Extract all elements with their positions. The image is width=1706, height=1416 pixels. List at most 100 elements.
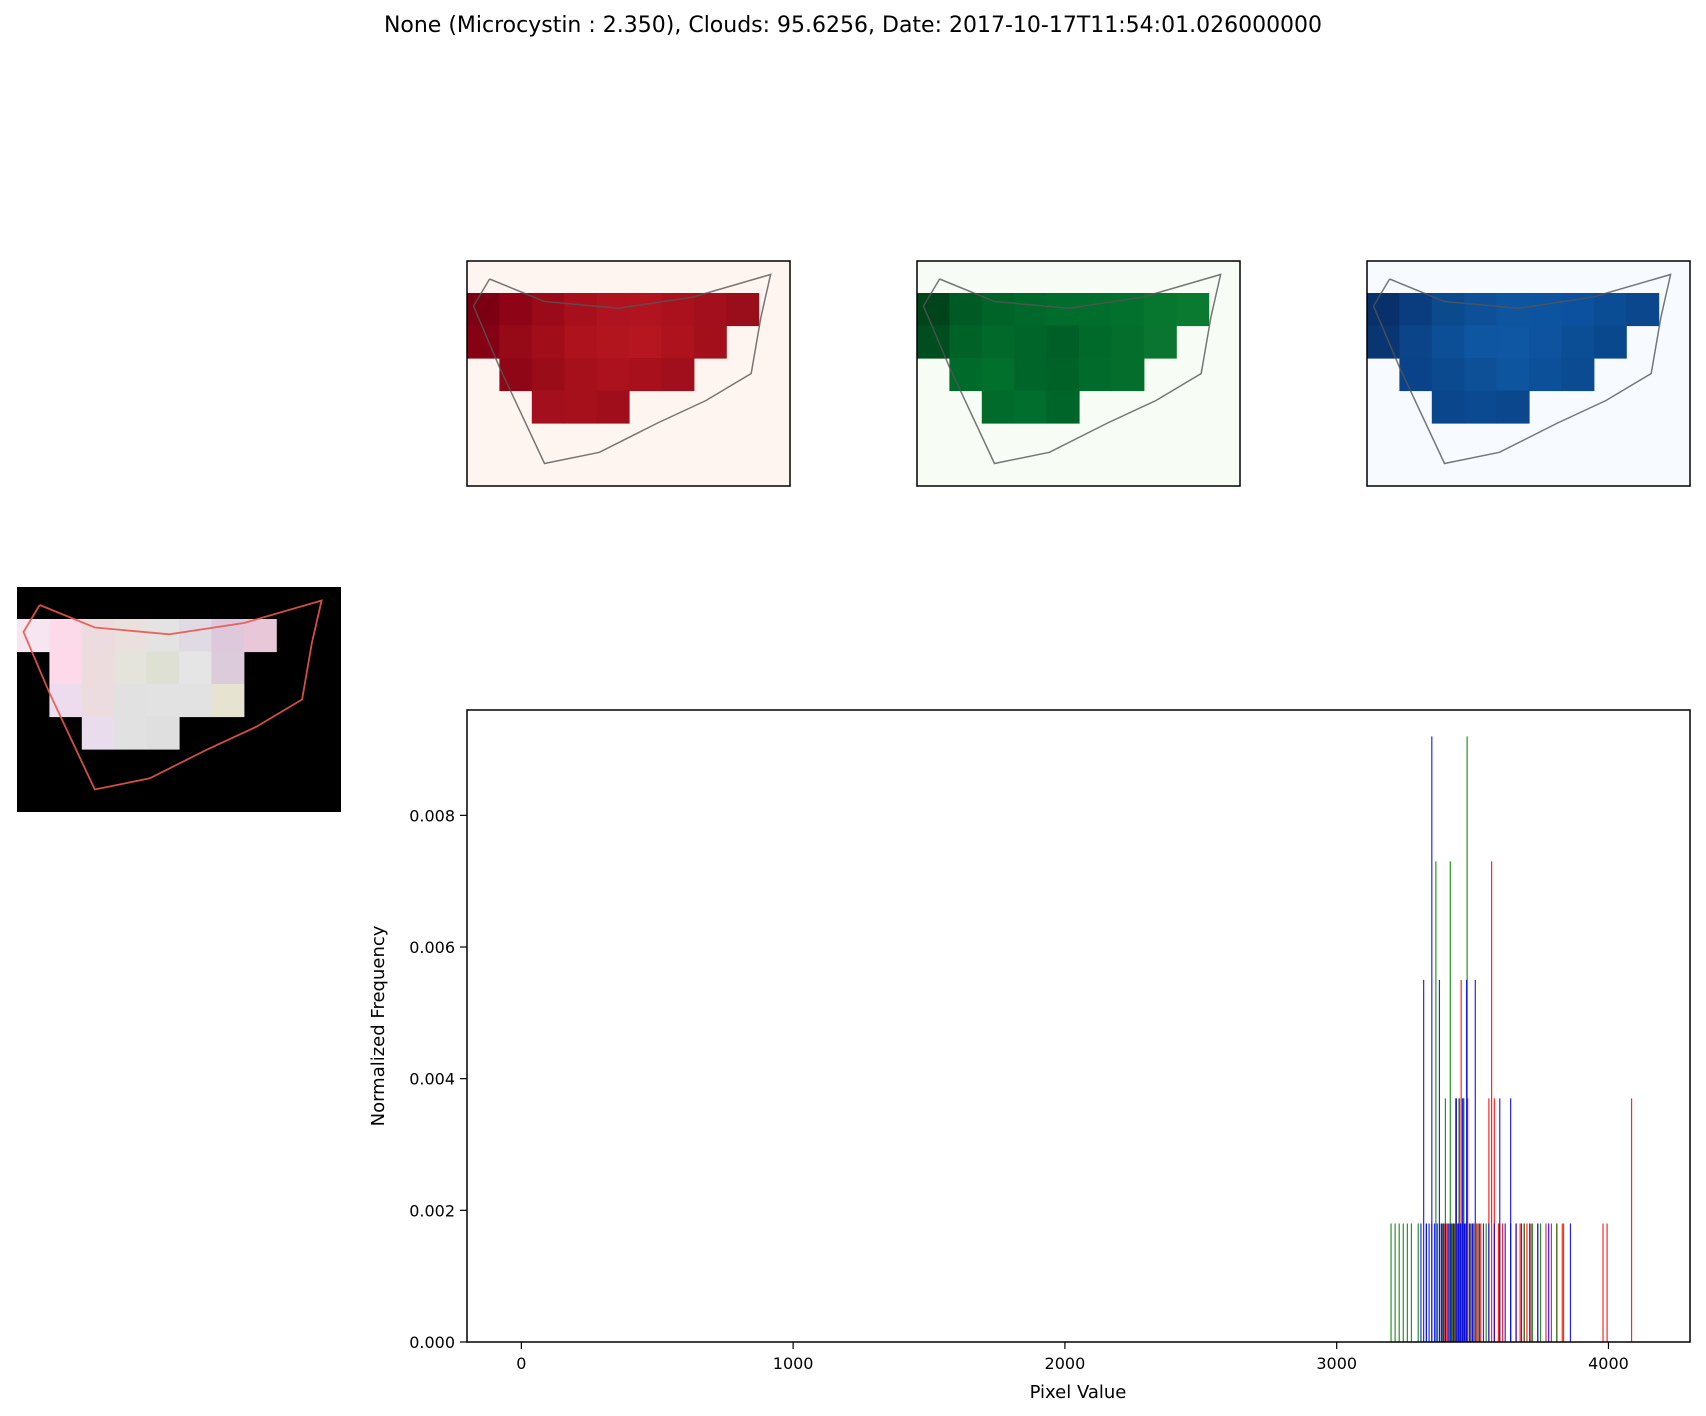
histogram-bars	[1390, 736, 1633, 1342]
pixel-cell	[1046, 325, 1080, 359]
y-tick-label: 0.006	[409, 938, 455, 957]
histogram-chart: 0 1000 2000 3000 4000 0.000 0.002 0.004 0.006 0.0…	[368, 709, 1691, 1403]
pixel-cell	[981, 358, 1015, 392]
y-tick-label: 0.008	[409, 806, 455, 825]
pixel-cell	[1496, 358, 1530, 392]
pixel-cell	[1143, 293, 1177, 327]
pixel-cell	[49, 651, 83, 685]
pixel-cell	[596, 390, 630, 424]
pixel-cell	[1111, 325, 1145, 359]
pixel-cell	[949, 325, 983, 359]
red-band-panel	[466, 260, 791, 487]
pixel-cell	[693, 293, 727, 327]
pixel-cell	[146, 684, 180, 718]
pixel-cell	[1014, 358, 1048, 392]
pixel-cell	[661, 358, 695, 392]
pixel-cell	[564, 293, 598, 327]
pixel-cell	[1593, 293, 1627, 327]
pixel-cell	[1014, 390, 1048, 424]
pixel-cell	[1111, 358, 1145, 392]
pixel-cell	[81, 716, 115, 750]
pixel-cell	[499, 293, 533, 327]
pixel-cell	[211, 684, 245, 718]
blue-band-frame	[1366, 260, 1691, 487]
green-band-panel	[916, 260, 1241, 487]
pixel-cell	[211, 651, 245, 685]
y-axis-label: Normalized Frequency	[368, 925, 389, 1126]
pixel-cell	[726, 293, 760, 327]
pixel-cell	[81, 684, 115, 718]
blue-band-outline	[1372, 273, 1672, 465]
pixel-cell	[661, 325, 695, 359]
pixel-cell	[243, 619, 277, 653]
pixel-cell	[981, 390, 1015, 424]
pixel-cell	[114, 684, 148, 718]
rgb-composite-outline	[22, 599, 323, 791]
pixel-cell	[1079, 358, 1112, 392]
pixel-cell	[1046, 390, 1080, 424]
pixel-cell	[1399, 358, 1433, 392]
x-tick-label: 0	[516, 1354, 526, 1373]
pixel-cell	[564, 390, 598, 424]
x-tick-label: 1000	[773, 1354, 814, 1373]
pixel-cell	[629, 358, 662, 392]
pixel-cell	[1176, 293, 1210, 327]
x-tick-label: 4000	[1588, 1354, 1629, 1373]
pixel-cell	[499, 325, 533, 359]
pixel-cell	[114, 619, 148, 653]
pixel-cell	[1464, 325, 1498, 359]
pixel-cell	[49, 619, 83, 653]
red-band-frame	[466, 260, 791, 487]
x-tick-label: 2000	[1045, 1354, 1086, 1373]
pixel-cell	[1496, 390, 1530, 424]
pixel-cell	[1046, 293, 1080, 327]
pixel-cell	[1079, 293, 1112, 327]
histogram-axes: 0 1000 2000 3000 4000 0.000 0.002 0.004 0.006 0.0…	[409, 806, 1629, 1373]
pixel-cell	[1014, 325, 1048, 359]
y-tick-label: 0.002	[409, 1201, 455, 1220]
pixel-cell	[949, 293, 983, 327]
rgb-composite-pixels	[17, 619, 277, 750]
figure-title: None (Microcystin : 2.350), Clouds: 95.6…	[384, 13, 1322, 38]
pixel-cell	[1593, 325, 1627, 359]
pixel-cell	[1399, 293, 1433, 327]
pixel-cell	[693, 325, 727, 359]
pixel-cell	[1464, 358, 1498, 392]
pixel-cell	[1431, 390, 1465, 424]
pixel-cell	[1529, 325, 1562, 359]
pixel-cell	[661, 293, 695, 327]
pixel-cell	[1561, 293, 1595, 327]
green-band-pixels	[917, 293, 1210, 424]
pixel-cell	[1014, 293, 1048, 327]
pixel-cell	[1399, 325, 1433, 359]
pixel-cell	[596, 293, 630, 327]
pixel-cell	[629, 325, 662, 359]
pixel-cell	[1111, 293, 1145, 327]
pixel-cell	[1529, 358, 1562, 392]
blue-band-panel	[1366, 260, 1691, 487]
pixel-cell	[1431, 325, 1465, 359]
pixel-cell	[531, 390, 565, 424]
pixel-cell	[499, 358, 533, 392]
histogram-frame	[466, 709, 1691, 1343]
pixel-cell	[596, 325, 630, 359]
pixel-cell	[179, 651, 212, 685]
pixel-cell	[467, 293, 500, 327]
pixel-cell	[1561, 358, 1595, 392]
pixel-cell	[114, 716, 148, 750]
pixel-cell	[146, 716, 180, 750]
pixel-cell	[81, 651, 115, 685]
pixel-cell	[1496, 293, 1530, 327]
green-band-outline	[922, 273, 1222, 465]
pixel-cell	[1529, 293, 1562, 327]
pixel-cell	[1079, 325, 1112, 359]
pixel-cell	[1431, 358, 1465, 392]
pixel-cell	[564, 325, 598, 359]
pixel-cell	[1143, 325, 1177, 359]
red-band-outline	[472, 273, 772, 465]
pixel-cell	[981, 325, 1015, 359]
pixel-cell	[531, 325, 565, 359]
y-tick-label: 0.004	[409, 1070, 455, 1089]
pixel-cell	[1046, 358, 1080, 392]
